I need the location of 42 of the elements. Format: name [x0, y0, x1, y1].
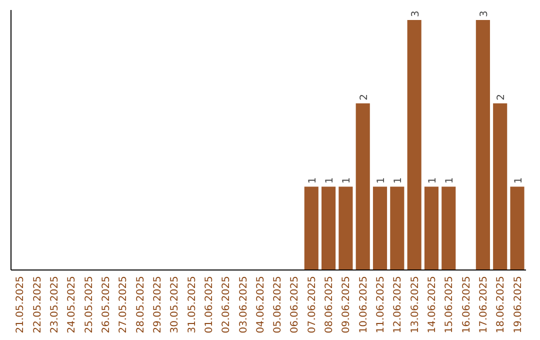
- x-tick-label: 14.06.2025: [426, 276, 438, 334]
- x-tick-label: 05.06.2025: [272, 276, 284, 334]
- x-tick-label: 09.06.2025: [341, 276, 352, 334]
- x-tick-label: 01.06.2025: [204, 276, 215, 334]
- x-tick-label: 25.05.2025: [84, 276, 95, 334]
- data-label: 1: [444, 177, 456, 184]
- x-tick-label: 28.05.2025: [135, 276, 146, 334]
- x-tick-label: 30.05.2025: [170, 276, 181, 334]
- x-tick-label: 24.05.2025: [66, 276, 78, 334]
- x-tick-label: 04.06.2025: [255, 276, 266, 334]
- data-label: 2: [358, 94, 370, 100]
- x-tick-label: 06.06.2025: [290, 276, 301, 334]
- x-tick-label: 27.05.2025: [118, 276, 130, 334]
- data-label: 3: [478, 10, 490, 17]
- data-label: 1: [513, 177, 524, 184]
- x-tick-label: 16.06.2025: [461, 276, 472, 334]
- x-tick-label: 12.06.2025: [392, 276, 404, 334]
- x-tick-label: 18.06.2025: [496, 276, 507, 334]
- x-tick-label: 22.05.2025: [32, 276, 44, 334]
- data-label: 1: [376, 177, 388, 184]
- x-tick-label: 19.06.2025: [512, 276, 524, 334]
- x-tick-label: 26.05.2025: [101, 276, 112, 334]
- x-tick-label: 21.05.2025: [15, 276, 26, 334]
- x-tick-label: 31.05.2025: [186, 276, 198, 334]
- x-tick-label: 17.06.2025: [478, 276, 490, 334]
- x-tick-label: 29.05.2025: [152, 276, 164, 334]
- x-tick-label: 13.06.2025: [410, 276, 421, 334]
- data-label: 1: [324, 177, 336, 184]
- x-tick-label: 07.06.2025: [306, 276, 318, 334]
- data-label: 1: [427, 177, 438, 184]
- x-tick-label: 23.05.2025: [50, 276, 61, 334]
- data-label: 1: [307, 177, 318, 184]
- x-tick-label: 10.06.2025: [358, 276, 370, 334]
- x-tick-label: 02.06.2025: [221, 276, 232, 334]
- data-label: 1: [393, 177, 404, 184]
- data-label: 2: [496, 94, 508, 100]
- x-tick-label: 11.06.2025: [376, 276, 387, 334]
- x-tick-label: 15.06.2025: [444, 276, 456, 334]
- x-tick-label: 08.06.2025: [324, 276, 336, 334]
- data-label: 1: [342, 177, 353, 184]
- data-label: 3: [410, 10, 422, 17]
- x-tick-label: 03.06.2025: [238, 276, 250, 334]
